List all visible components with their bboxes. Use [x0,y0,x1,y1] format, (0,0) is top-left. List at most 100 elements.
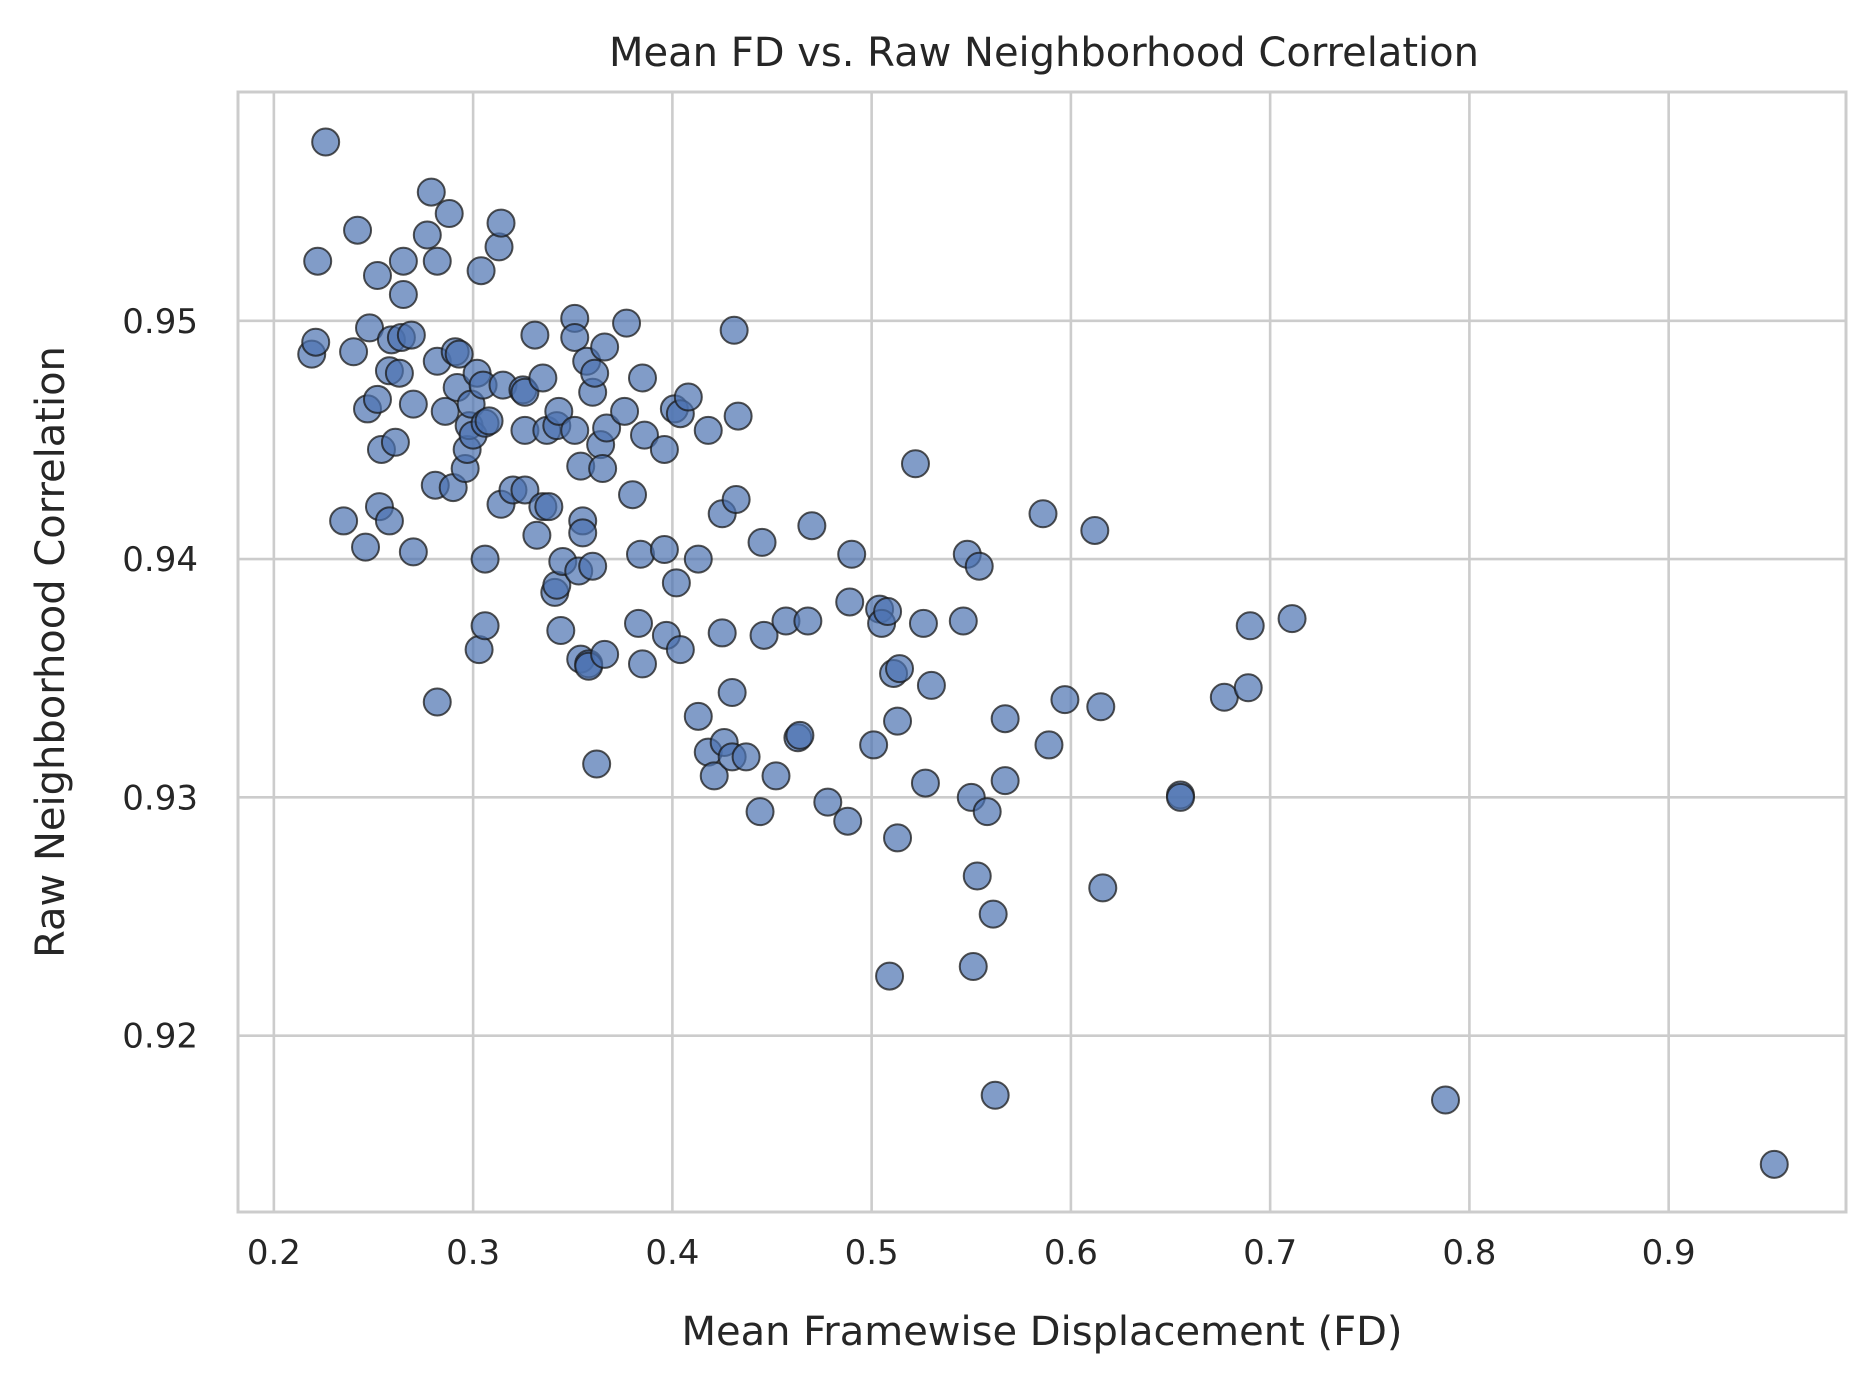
data-point [908,608,938,638]
data-point [355,313,385,343]
data-point [520,320,550,350]
data-point [761,761,791,791]
data-point [1235,611,1265,641]
data-point [560,415,590,445]
y-tick-labels: 0.92 0.93 0.94 0.95 [122,302,198,1057]
data-point [731,742,761,772]
data-point [900,449,930,479]
data-point [972,797,1002,827]
data-point [582,749,612,779]
x-tick-labels: 0.2 0.3 0.4 0.5 0.6 0.7 0.8 0.9 [247,1233,1696,1273]
data-point [749,620,779,650]
data-points [297,127,1789,1179]
data-point [958,952,988,982]
data-point [990,766,1020,796]
data-point [612,308,642,338]
x-tick-label: 0.8 [1442,1233,1496,1273]
data-point [301,327,331,357]
data-point [486,208,516,238]
data-point [380,427,410,457]
data-point [833,806,863,836]
data-point [362,384,392,414]
chart-title: Mean FD vs. Raw Neighborhood Correlation [609,30,1479,76]
data-point [412,220,442,250]
data-point [875,961,905,991]
data-point [388,246,418,276]
data-point [683,544,713,574]
data-point [362,260,392,290]
data-point [837,539,867,569]
data-point [747,527,777,557]
data-point [719,315,749,345]
data-point [627,363,657,393]
data-point [528,363,558,393]
data-point [978,899,1008,929]
data-point [661,568,691,598]
data-point [311,127,341,157]
plot-frame [236,90,1848,1214]
data-point [627,649,657,679]
y-tick-label: 0.93 [122,778,198,818]
x-axis-label: Mean Framewise Displacement (FD) [681,1309,1402,1355]
data-point [544,396,574,426]
data-point [1233,673,1263,703]
data-point [474,406,504,436]
data-point [416,177,446,207]
data-point [560,322,590,352]
data-point [625,539,655,569]
data-point [1759,1149,1789,1179]
x-tick-label: 0.6 [1044,1233,1098,1273]
data-point [430,396,460,426]
y-axis-label: Raw Neighborhood Correlation [28,346,74,958]
data-point [329,506,359,536]
data-point [510,475,540,505]
data-point [1034,730,1064,760]
data-point [388,280,418,310]
data-point [745,797,775,827]
data-point [434,199,464,229]
y-tick-label: 0.94 [122,540,198,580]
data-point [665,635,695,665]
data-point [980,1080,1010,1110]
data-point [396,320,426,350]
data-point [1080,515,1110,545]
data-point [466,256,496,286]
x-tick-label: 0.9 [1642,1233,1696,1273]
data-point [1088,873,1118,903]
y-tick-label: 0.95 [122,302,198,342]
data-point [699,761,729,791]
data-point [303,246,333,276]
data-point [885,654,915,684]
data-point [464,635,494,665]
data-point [649,434,679,464]
data-point [629,420,659,450]
data-point [1430,1085,1460,1115]
data-point [707,618,737,648]
data-point [883,706,913,736]
data-point [723,401,753,431]
x-tick-label: 0.4 [645,1233,699,1273]
data-point [578,551,608,581]
data-point [962,861,992,891]
data-point [1050,685,1080,715]
x-tick-label: 0.3 [446,1233,500,1273]
data-point [590,332,620,362]
data-point [568,518,598,548]
x-tick-label: 0.5 [845,1233,899,1273]
data-point [1165,782,1195,812]
x-tick-label: 0.2 [247,1233,301,1273]
data-point [721,484,751,514]
data-point [546,616,576,646]
data-point [649,535,679,565]
data-point [339,337,369,367]
data-point [693,415,723,445]
data-point [916,670,946,700]
data-point [470,544,500,574]
data-point [422,687,452,717]
data-point [990,704,1020,734]
data-point [910,768,940,798]
data-point [592,413,622,443]
data-point [1028,499,1058,529]
data-point [580,358,610,388]
